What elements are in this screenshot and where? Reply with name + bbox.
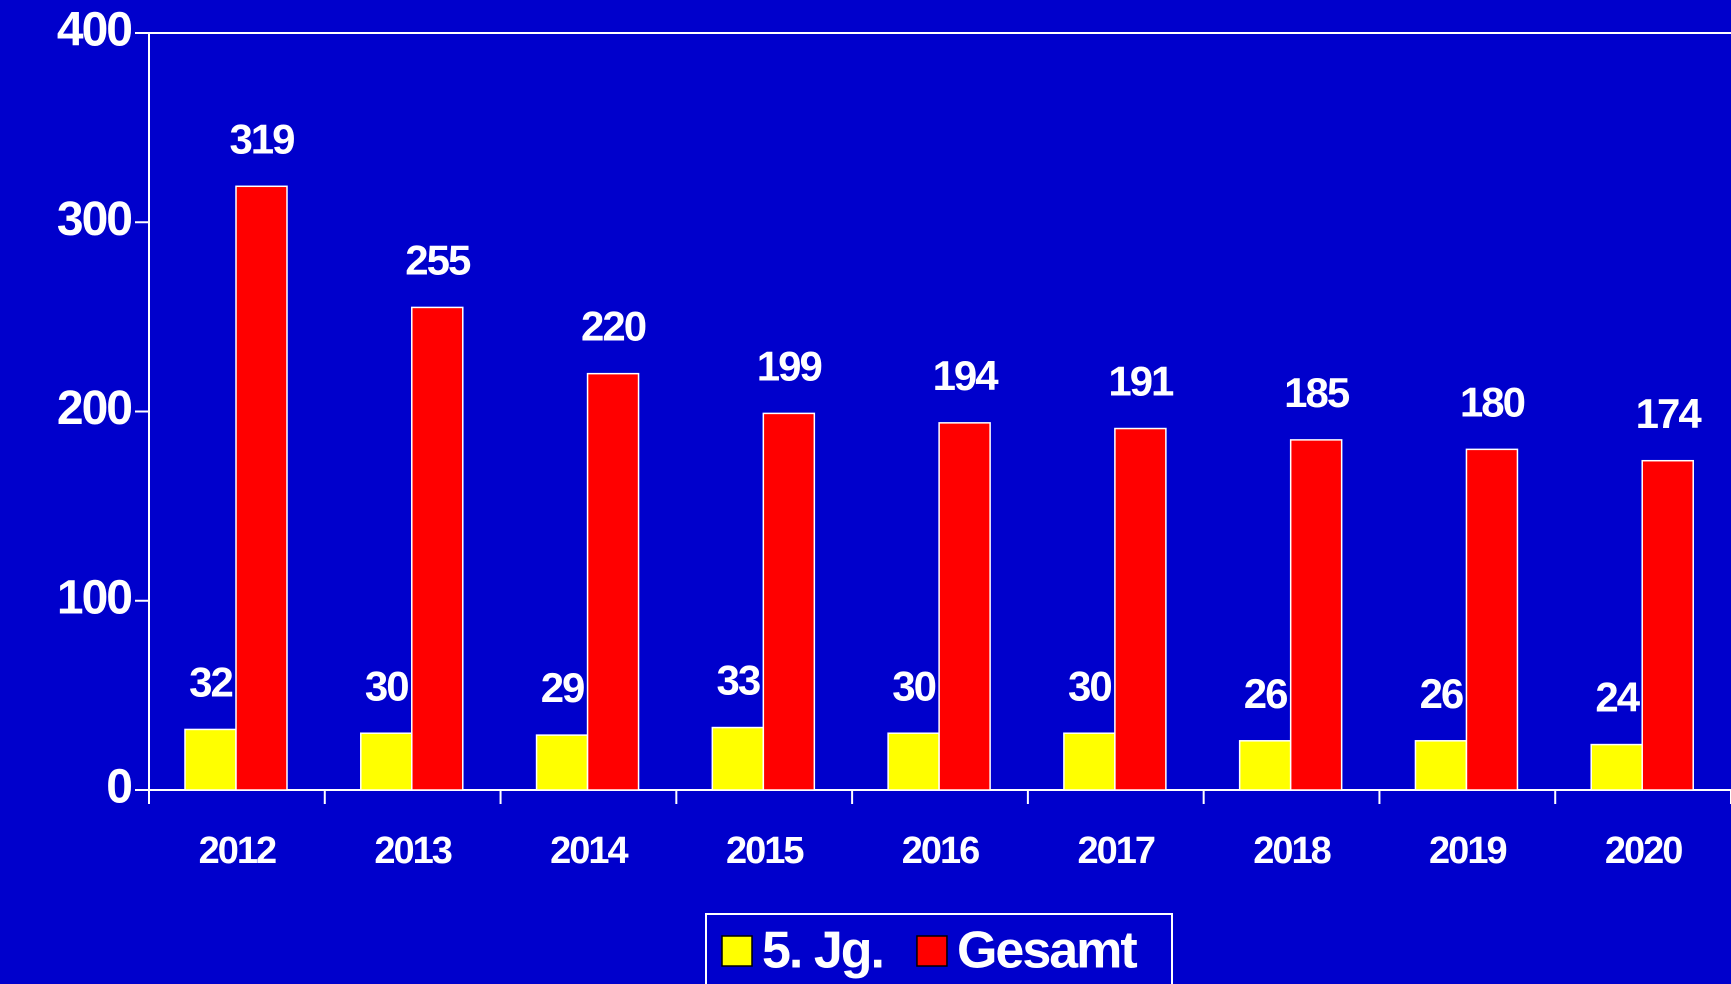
bar bbox=[1590, 743, 1643, 791]
bar bbox=[1641, 459, 1694, 791]
x-tick-label: 2020 bbox=[1605, 830, 1682, 872]
legend-swatch bbox=[916, 935, 948, 967]
x-tick-label: 2015 bbox=[726, 830, 804, 872]
bar bbox=[1414, 740, 1468, 791]
bar bbox=[1289, 439, 1343, 791]
value-label: 174 bbox=[1636, 390, 1703, 437]
value-label: 33 bbox=[716, 657, 759, 704]
bar bbox=[586, 372, 640, 791]
value-label: 191 bbox=[1108, 358, 1174, 405]
value-label: 180 bbox=[1460, 378, 1525, 425]
bar bbox=[711, 726, 765, 791]
x-tick-label: 2012 bbox=[199, 830, 276, 872]
y-tick-label: 0 bbox=[106, 761, 131, 814]
legend-label: Gesamt bbox=[957, 922, 1137, 980]
value-label: 29 bbox=[541, 664, 584, 711]
value-label: 26 bbox=[1420, 670, 1463, 717]
x-tick-label: 2017 bbox=[1078, 830, 1155, 872]
value-label: 30 bbox=[365, 662, 408, 709]
x-tick-label: 2013 bbox=[374, 830, 451, 872]
value-label: 30 bbox=[1068, 662, 1111, 709]
bar bbox=[360, 732, 413, 791]
bar bbox=[1465, 448, 1519, 791]
value-label: 199 bbox=[757, 342, 822, 389]
value-label: 185 bbox=[1284, 369, 1350, 416]
value-label: 26 bbox=[1244, 670, 1287, 717]
bar bbox=[762, 412, 816, 791]
y-tick-label: 300 bbox=[57, 193, 131, 246]
bar bbox=[1063, 732, 1116, 791]
bar bbox=[235, 185, 288, 791]
value-label: 24 bbox=[1595, 674, 1640, 721]
bar bbox=[184, 728, 237, 791]
x-tick-label: 2016 bbox=[902, 830, 979, 872]
value-label: 220 bbox=[581, 303, 646, 350]
bar bbox=[1238, 740, 1292, 791]
bar bbox=[1114, 427, 1167, 791]
x-tick-label: 2014 bbox=[550, 830, 628, 872]
bar bbox=[535, 734, 589, 791]
x-tick-label: 2019 bbox=[1429, 830, 1506, 872]
bar bbox=[411, 306, 464, 791]
value-label: 30 bbox=[892, 662, 935, 709]
y-tick-label: 400 bbox=[57, 4, 131, 57]
y-tick-label: 200 bbox=[57, 382, 131, 435]
value-label: 319 bbox=[229, 115, 294, 162]
bar bbox=[938, 422, 991, 791]
legend-swatch bbox=[721, 935, 753, 967]
value-label: 255 bbox=[405, 237, 471, 284]
legend-label: 5. Jg. bbox=[762, 922, 883, 980]
y-tick-label: 100 bbox=[57, 571, 131, 624]
bar bbox=[887, 732, 940, 791]
value-label: 32 bbox=[189, 659, 232, 706]
x-tick-label: 2018 bbox=[1253, 830, 1330, 872]
value-label: 194 bbox=[933, 352, 1000, 399]
